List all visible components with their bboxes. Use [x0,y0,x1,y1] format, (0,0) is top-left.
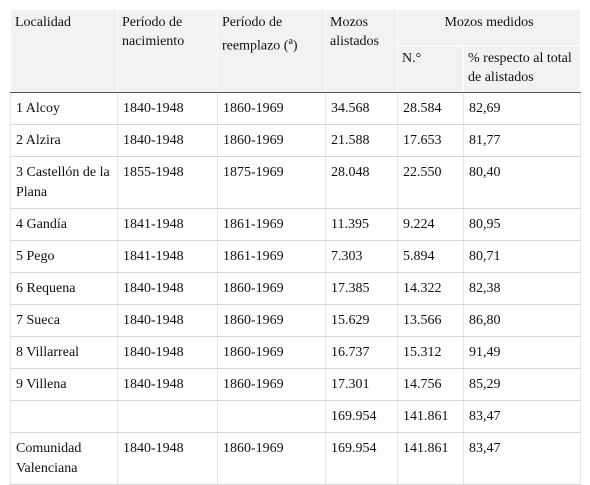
table-cell: 15.629 [325,304,398,337]
table-row: 3 Castellón de la Plana 1855-1948 1875-196… [10,156,581,209]
table-cell: 83,47 [463,432,581,485]
table-header: Localidad Período de nacimiento Período … [10,9,581,93]
table-cell: 1841-1948 [117,240,218,273]
table-cell: 21.588 [325,124,398,157]
table-row: 2 Alzira 1840-1948 1860-1969 21.588 17.653 81… [10,124,581,157]
table-cell: 1875-1969 [217,156,326,209]
header-cell: Período de nacimiento [117,9,218,93]
header-cell: Mozos alistados [325,9,398,93]
table-cell: 16.737 [325,336,398,369]
table-cell: 83,47 [463,400,581,433]
table-cell: 141.861 [397,400,464,433]
table-cell: 22.550 [397,156,464,209]
table-cell: 7.303 [325,240,398,273]
header-cell: Período de reemplazo (a) [217,9,326,93]
table-cell: 169.954 [325,400,398,433]
table-cell: 1860-1969 [217,336,326,369]
table-cell: 34.568 [325,92,398,125]
table-row: 5 Pego 1841-1948 1861-1969 7.303 5.894 80,71 [10,240,581,273]
table-cell: 8 Villarreal [10,336,118,369]
table-cell: 14.756 [397,368,464,401]
table-cell: 6 Requena [10,272,118,305]
table-cell: 1860-1969 [217,92,326,125]
header-cell: N.° [397,45,464,93]
data-table: Localidad Período de nacimiento Período … [10,9,581,485]
table-cell: 1860-1969 [217,124,326,157]
table-row: 1 Alcoy 1840-1948 1860-1969 34.568 28.584 82,… [10,92,581,125]
table-cell: 1841-1948 [117,208,218,241]
table-cell: 17.385 [325,272,398,305]
table-cell: 4 Gandía [10,208,118,241]
table-cell: Comunidad Valenciana [10,432,118,485]
table-cell: 169.954 [325,432,398,485]
table-cell: 82,38 [463,272,581,305]
header-cell: Mozos medidos [397,9,581,46]
table-cell: 1840-1948 [117,368,218,401]
table-row: 9 Villena 1840-1948 1860-1969 17.301 14.756 8… [10,368,581,401]
table-cell: 15.312 [397,336,464,369]
table-cell: 5 Pego [10,240,118,273]
table-cell: 1861-1969 [217,208,326,241]
table-cell: 1860-1969 [217,368,326,401]
table-cell: 80,95 [463,208,581,241]
table-cell: 1840-1948 [117,336,218,369]
header-text: Período de reemplazo ( [222,15,289,54]
table-cell: 91,49 [463,336,581,369]
table-cell: 80,40 [463,156,581,209]
table-cell: 14.322 [397,272,464,305]
table-row: 6 Requena 1840-1948 1860-1969 17.385 14.322 8… [10,272,581,305]
table-cell: 17.653 [397,124,464,157]
table-cell [117,400,218,433]
table-cell [10,400,118,433]
footnote-mark: a [288,36,293,47]
table-cell: 80,71 [463,240,581,273]
table-cell: 1 Alcoy [10,92,118,125]
header-cell: % respecto al total de alistados [463,45,581,93]
table-cell: 1860-1969 [217,432,326,485]
table-cell: 11.395 [325,208,398,241]
table-cell: 1860-1969 [217,272,326,305]
table-cell: 1855-1948 [117,156,218,209]
table-cell: 1860-1969 [217,304,326,337]
table-cell: 1840-1948 [117,432,218,485]
table-cell: 7 Sueca [10,304,118,337]
header-cell: Localidad [10,9,118,93]
table-cell: 28.048 [325,156,398,209]
table-cell: 1840-1948 [117,124,218,157]
table-cell: 13.566 [397,304,464,337]
table-cell: 1840-1948 [117,92,218,125]
table-cell: 1840-1948 [117,272,218,305]
table-cell: 2 Alzira [10,124,118,157]
table-body: 1 Alcoy 1840-1948 1860-1969 34.568 28.584 82,… [10,92,581,485]
table-row: 4 Gandía 1841-1948 1861-1969 11.395 9.224 80,… [10,208,581,241]
table-row: Comunidad Valenciana 1840-1948 1860-1969 16… [10,432,581,485]
table-cell: 86,80 [463,304,581,337]
table-cell: 9 Villena [10,368,118,401]
table-cell [217,400,326,433]
table-cell: 17.301 [325,368,398,401]
table-row: 7 Sueca 1840-1948 1860-1969 15.629 13.566 86,… [10,304,581,337]
table-cell: 82,69 [463,92,581,125]
table-cell: 141.861 [397,432,464,485]
table-cell: 5.894 [397,240,464,273]
table-cell: 81,77 [463,124,581,157]
table-cell: 28.584 [397,92,464,125]
table-cell: 85,29 [463,368,581,401]
header-text: ) [292,38,298,54]
table-row: 8 Villarreal 1840-1948 1860-1969 16.737 15.3… [10,336,581,369]
table-cell: 1840-1948 [117,304,218,337]
table-cell: 1861-1969 [217,240,326,273]
table-cell: 9.224 [397,208,464,241]
table-row: 169.954 141.861 83,47 [10,400,581,433]
table-cell: 3 Castellón de la Plana [10,156,118,209]
